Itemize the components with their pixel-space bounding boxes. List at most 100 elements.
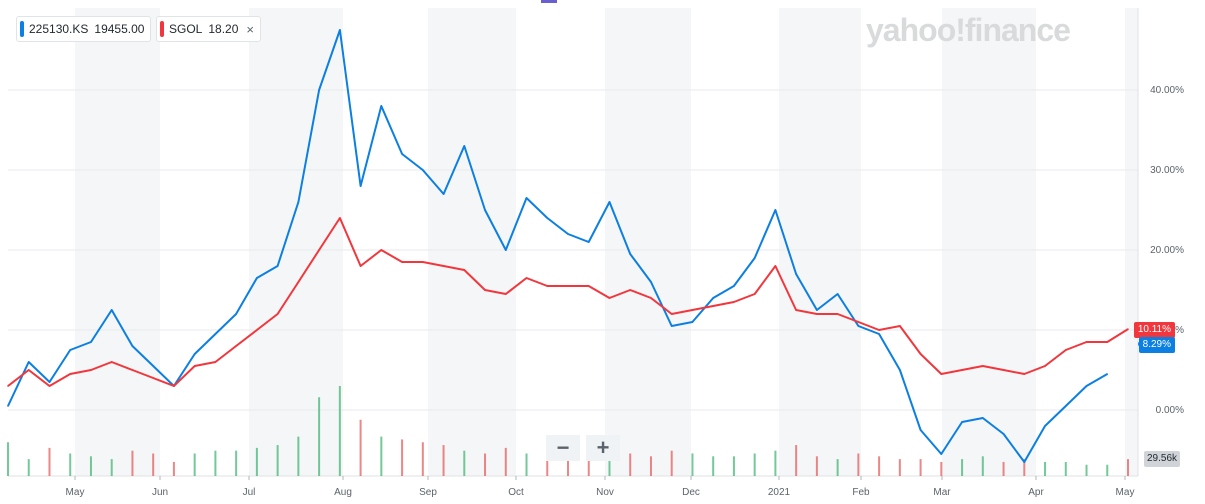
volume-bar bbox=[110, 459, 113, 476]
data-point bbox=[961, 421, 963, 423]
x-tick-label: Nov bbox=[596, 487, 614, 498]
volume-bar bbox=[525, 453, 528, 476]
data-point bbox=[1002, 433, 1005, 435]
data-point bbox=[1023, 461, 1026, 463]
data-point bbox=[899, 369, 901, 371]
data-point bbox=[1044, 365, 1046, 367]
data-point bbox=[214, 361, 217, 363]
data-point bbox=[297, 201, 300, 203]
data-point bbox=[27, 369, 30, 371]
data-point bbox=[836, 293, 839, 295]
legend-color-marker bbox=[160, 21, 164, 37]
volume-bar bbox=[318, 397, 321, 476]
data-point bbox=[919, 353, 922, 355]
legend-value: 18.20 bbox=[208, 22, 239, 36]
data-point bbox=[256, 277, 258, 279]
data-point bbox=[7, 405, 9, 407]
volume-bar bbox=[1064, 461, 1067, 476]
data-point bbox=[836, 313, 839, 315]
data-point bbox=[1085, 341, 1088, 343]
x-tick-label: 2021 bbox=[768, 487, 791, 498]
volume-bar bbox=[380, 436, 383, 476]
data-point bbox=[816, 309, 818, 311]
legend-item-225130ks[interactable]: 225130.KS 19455.00 bbox=[16, 16, 152, 42]
data-point bbox=[1002, 369, 1005, 371]
data-point bbox=[173, 385, 175, 387]
data-point bbox=[504, 293, 507, 295]
month-band bbox=[779, 8, 861, 476]
data-point bbox=[131, 369, 134, 371]
data-point bbox=[422, 169, 424, 171]
y-tick-label: 20.00% bbox=[1150, 245, 1184, 256]
volume-bar bbox=[359, 419, 362, 476]
close-icon[interactable]: × bbox=[246, 21, 254, 37]
data-point bbox=[1064, 405, 1067, 407]
volume-bar bbox=[1044, 461, 1047, 476]
data-point bbox=[919, 429, 922, 431]
data-point bbox=[546, 217, 549, 219]
volume-bar bbox=[504, 447, 507, 476]
volume-bar bbox=[961, 459, 964, 476]
volume-bar bbox=[484, 453, 487, 476]
data-point bbox=[131, 345, 134, 347]
data-point bbox=[339, 217, 341, 219]
month-band bbox=[249, 8, 343, 476]
data-point bbox=[1023, 373, 1026, 375]
legend-symbol: 225130.KS bbox=[29, 22, 89, 36]
data-point bbox=[7, 385, 9, 387]
y-tick-label: 40.00% bbox=[1150, 85, 1184, 96]
y-tick-label: 30.00% bbox=[1150, 165, 1184, 176]
data-point bbox=[235, 345, 237, 347]
month-band bbox=[1125, 8, 1138, 476]
volume-bar bbox=[898, 459, 901, 476]
data-point bbox=[567, 233, 569, 235]
data-point bbox=[318, 249, 320, 251]
ks-last-value-tag: 8.29% bbox=[1138, 337, 1175, 353]
month-band bbox=[75, 8, 160, 476]
x-tick-label: Aug bbox=[334, 487, 352, 498]
volume-bar bbox=[131, 450, 134, 476]
data-point bbox=[629, 289, 632, 291]
volume-bar bbox=[567, 456, 569, 476]
volume-bar bbox=[815, 456, 818, 476]
volume-bar bbox=[401, 439, 404, 476]
volume-bar bbox=[836, 459, 839, 476]
volume-bar bbox=[1085, 464, 1088, 476]
volume-bar bbox=[1106, 464, 1109, 476]
legend-symbol: SGOL bbox=[169, 22, 203, 36]
volume-bar bbox=[1023, 459, 1026, 476]
data-point bbox=[712, 297, 714, 299]
data-point bbox=[297, 281, 300, 283]
data-point bbox=[587, 285, 590, 287]
data-point bbox=[110, 361, 113, 363]
volume-bar bbox=[712, 456, 715, 476]
volume-bar bbox=[1002, 461, 1005, 476]
data-point bbox=[1106, 373, 1109, 375]
legend-item-sgol[interactable]: SGOL 18.20 × bbox=[156, 16, 261, 42]
data-point bbox=[90, 341, 92, 343]
volume-bar bbox=[649, 456, 652, 476]
volume-bar bbox=[463, 450, 466, 476]
data-point bbox=[380, 249, 383, 251]
data-point bbox=[484, 209, 486, 211]
data-point bbox=[276, 313, 279, 315]
data-point bbox=[27, 361, 30, 363]
data-point bbox=[442, 193, 445, 195]
x-tick-label: May bbox=[66, 487, 85, 498]
data-point bbox=[152, 365, 154, 367]
volume-bar bbox=[691, 453, 694, 476]
data-point bbox=[1085, 385, 1088, 387]
data-point bbox=[878, 333, 880, 335]
x-tick-label: Dec bbox=[682, 487, 700, 498]
zoom-out-button[interactable]: − bbox=[546, 435, 580, 461]
volume-bar bbox=[152, 453, 155, 476]
data-point bbox=[982, 417, 984, 419]
data-point bbox=[733, 301, 735, 303]
x-tick-label: Oct bbox=[508, 487, 524, 498]
data-point bbox=[359, 265, 362, 267]
data-point bbox=[816, 313, 818, 315]
zoom-in-button[interactable]: + bbox=[586, 435, 620, 461]
data-point bbox=[152, 377, 154, 379]
volume-bar bbox=[940, 461, 943, 476]
